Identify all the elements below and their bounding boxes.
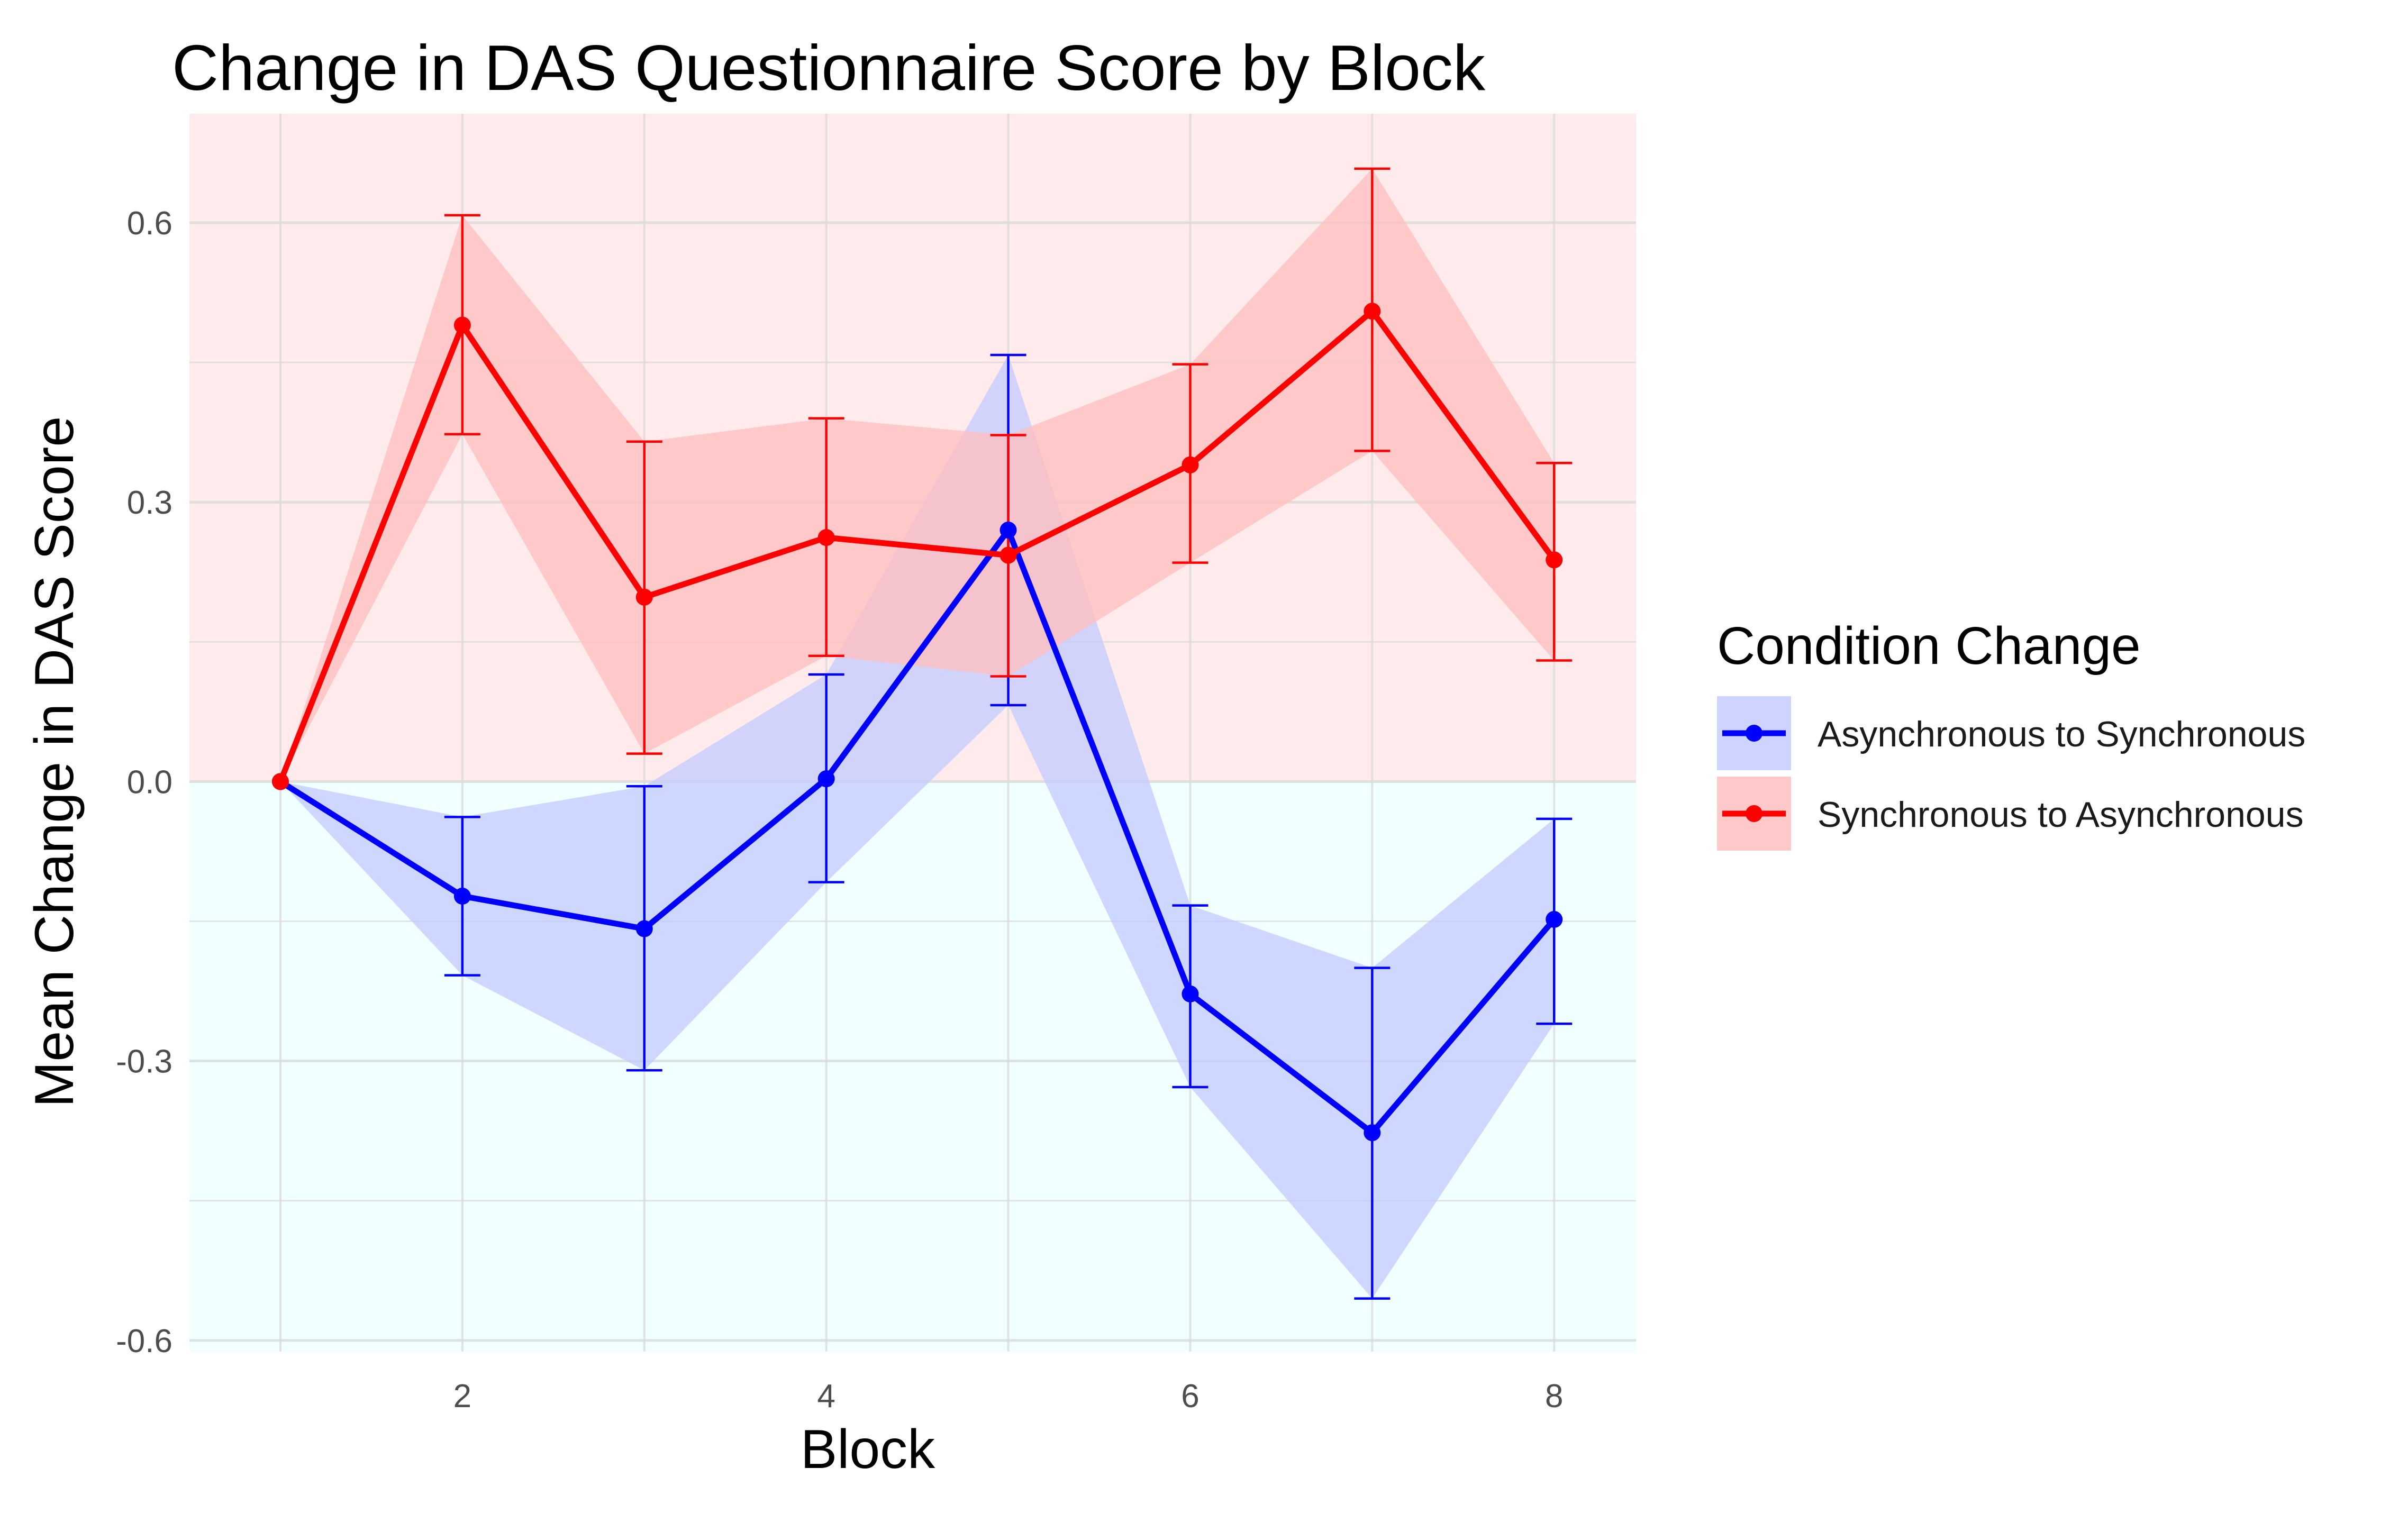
data-point bbox=[1364, 1124, 1381, 1142]
data-point bbox=[1364, 303, 1381, 320]
legend-label: Asynchronous to Synchronous bbox=[1818, 714, 2305, 754]
data-point bbox=[453, 888, 471, 905]
legend: Condition Change Asynchronous to Synchro… bbox=[1717, 616, 2305, 851]
x-tick-label: 4 bbox=[817, 1378, 835, 1415]
data-point bbox=[1546, 551, 1563, 569]
data-point bbox=[1182, 985, 1199, 1002]
data-point bbox=[635, 588, 653, 606]
legend-title: Condition Change bbox=[1717, 616, 2141, 676]
x-axis-title: Block bbox=[801, 1419, 935, 1480]
y-tick-label: -0.3 bbox=[116, 1044, 172, 1080]
series-line bbox=[277, 527, 1557, 1136]
confidence-ribbon bbox=[280, 355, 1555, 1299]
x-tick-label: 8 bbox=[1545, 1378, 1563, 1415]
y-axis-ticks: -0.6 -0.3 0.0 0.3 0.6 bbox=[116, 205, 172, 1360]
data-point bbox=[999, 522, 1017, 539]
y-tick-label: 0.3 bbox=[127, 485, 172, 521]
x-axis-ticks: 2 4 6 8 bbox=[453, 1378, 1564, 1415]
y-tick-label: 0.0 bbox=[127, 764, 172, 800]
legend-label: Synchronous to Asynchronous bbox=[1818, 795, 2304, 835]
series-line bbox=[277, 308, 1557, 785]
legend-item: Asynchronous to Synchronous bbox=[1717, 696, 2305, 770]
x-tick-label: 2 bbox=[453, 1378, 471, 1415]
legend-item: Synchronous to Asynchronous bbox=[1717, 777, 2304, 851]
legend-key-point bbox=[1746, 805, 1762, 822]
data-point bbox=[817, 770, 835, 788]
confidence-ribbon bbox=[280, 168, 1555, 782]
data-point bbox=[271, 773, 289, 790]
data-point bbox=[635, 920, 653, 937]
confidence-ribbons bbox=[280, 168, 1555, 1299]
legend-items: Asynchronous to Synchronous Synchronous t… bbox=[1717, 696, 2305, 851]
y-tick-label: -0.6 bbox=[116, 1323, 172, 1360]
series-lines bbox=[277, 308, 1557, 1136]
y-tick-label: 0.6 bbox=[127, 205, 172, 242]
y-axis-title: Mean Change in DAS Score bbox=[24, 416, 85, 1108]
data-point bbox=[1546, 911, 1563, 928]
data-point bbox=[1182, 456, 1199, 473]
error-bars bbox=[444, 167, 1573, 1300]
data-point bbox=[453, 316, 471, 334]
legend-key-point bbox=[1746, 725, 1762, 742]
data-point bbox=[817, 529, 835, 546]
x-tick-label: 6 bbox=[1181, 1378, 1199, 1415]
data-point bbox=[999, 546, 1017, 564]
plot-panel bbox=[189, 114, 1636, 1352]
chart-title: Change in DAS Questionnaire Score by Blo… bbox=[172, 32, 1486, 104]
data-points bbox=[271, 303, 1563, 1142]
